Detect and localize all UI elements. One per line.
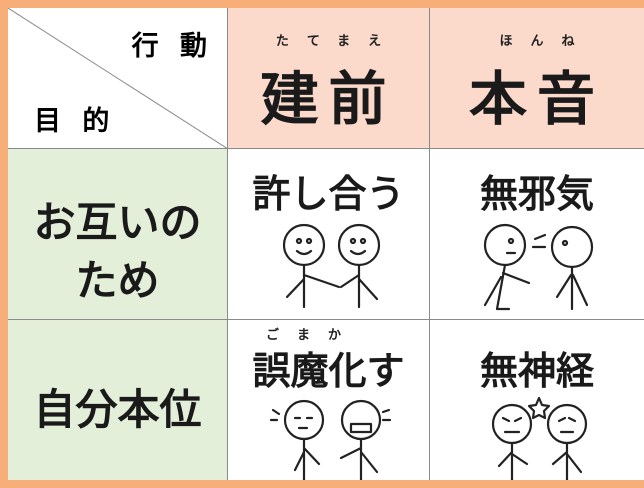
column-header: たてまえ 建前: [228, 8, 430, 149]
matrix-cell: ごまか 誤魔化す: [228, 320, 430, 480]
ruby: ごまか: [266, 328, 360, 343]
corner-diagonal: [8, 8, 227, 148]
ruby: ほんね: [499, 34, 593, 49]
matrix-cell: 無邪気: [430, 149, 644, 320]
row-label: 自分本位: [33, 385, 202, 434]
illustration: [491, 396, 588, 480]
illustration: [483, 223, 594, 311]
cell-label: 無神経: [479, 349, 594, 393]
column-label: 本音: [468, 65, 605, 133]
illustration: [269, 399, 391, 480]
cell-label: 無邪気: [479, 172, 594, 216]
ruby: たてまえ: [275, 34, 400, 49]
row-label: ため: [75, 256, 160, 305]
column-label: 建前: [260, 65, 397, 133]
illustration: [282, 223, 380, 309]
column-header: ほんね 本音: [430, 8, 644, 149]
corner-cell: 行 動 目 的: [8, 8, 228, 149]
corner-top-label: 行 動: [131, 31, 213, 62]
cell-label: 誤魔化す: [252, 349, 405, 393]
matrix-cell: 許し合う: [228, 149, 430, 320]
row-header: 自分本位: [8, 320, 228, 480]
matrix-cell: 無神経: [430, 320, 644, 480]
cell-label: 許し合う: [252, 172, 405, 216]
corner-bottom-label: 目 的: [34, 106, 116, 137]
row-label: お互いの: [33, 198, 202, 247]
row-header: お互いの ため: [8, 149, 228, 320]
